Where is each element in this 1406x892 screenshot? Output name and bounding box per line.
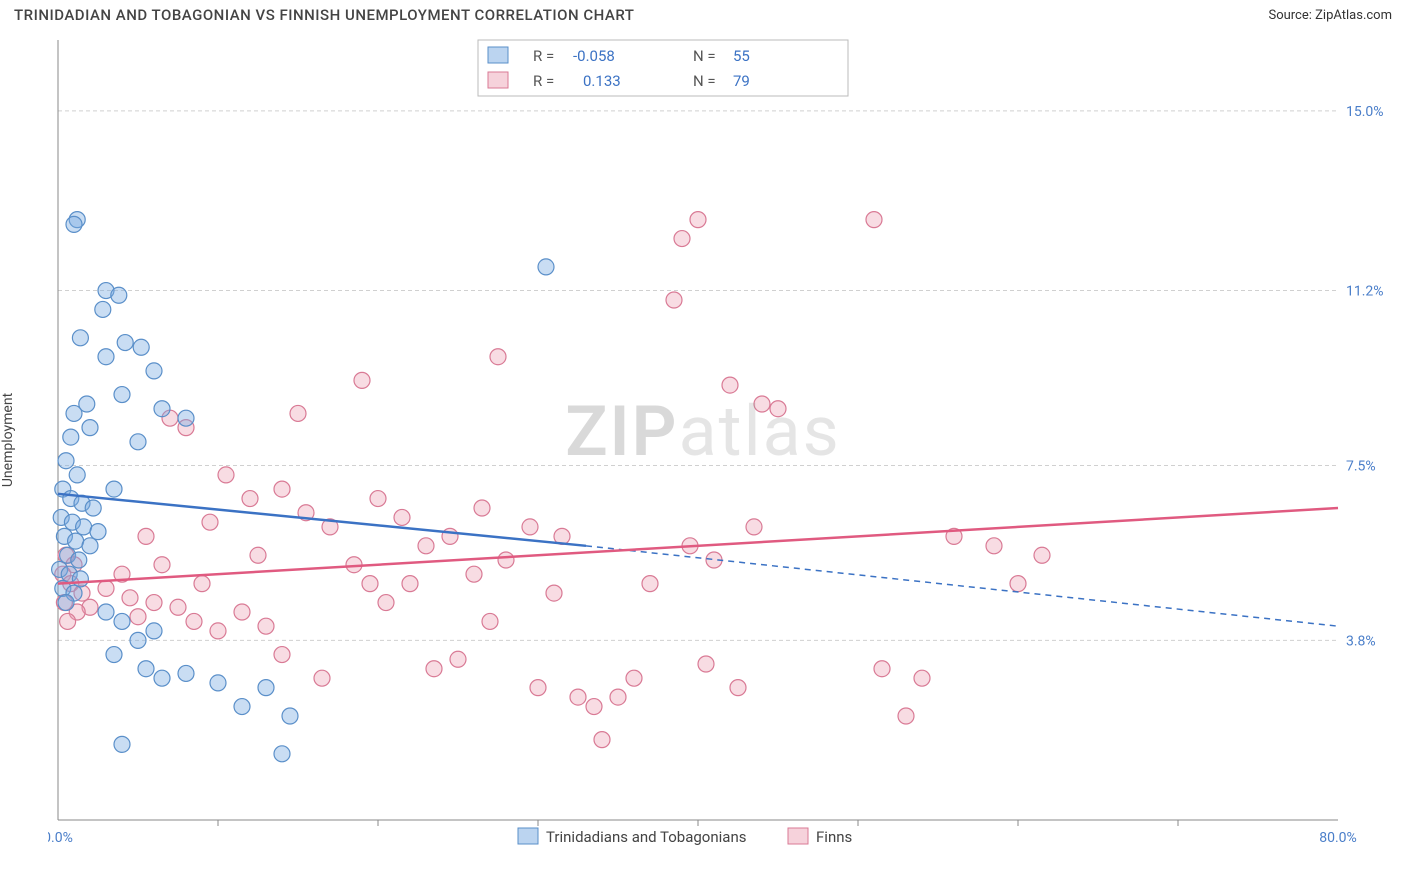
chart-title: TRINIDADIAN AND TOBAGONIAN VS FINNISH UN… — [14, 6, 634, 24]
source-label: Source: ZipAtlas.com — [1268, 8, 1392, 23]
scatter-plot: 3.8% 7.5% 11.2% 15.0% 0.0% 80.0% R = -0.058 N = 5… — [48, 30, 1388, 850]
svg-text:Trinidadians and Tobagonians: Trinidadians and Tobagonians — [546, 828, 746, 846]
chart-header: TRINIDADIAN AND TOBAGONIAN VS FINNISH UN… — [0, 0, 1406, 30]
svg-text:7.5%: 7.5% — [1346, 458, 1376, 474]
svg-text:3.8%: 3.8% — [1346, 633, 1376, 649]
svg-text:R =: R = — [533, 72, 554, 90]
svg-text:11.2%: 11.2% — [1346, 284, 1384, 300]
svg-text:N =: N = — [693, 72, 716, 90]
svg-text:0.0%: 0.0% — [48, 830, 73, 846]
svg-text:-0.058: -0.058 — [573, 47, 615, 65]
y-axis-label: Unemployment — [0, 393, 16, 487]
svg-text:R =: R = — [533, 47, 554, 65]
svg-text:0.133: 0.133 — [583, 72, 621, 90]
svg-text:N =: N = — [693, 47, 716, 65]
svg-text:79: 79 — [733, 72, 750, 90]
svg-text:55: 55 — [733, 47, 750, 65]
chart-container: Unemployment ZIPatlas 3.8%7.5%11.2%15.0%… — [0, 30, 1406, 850]
svg-text:Finns: Finns — [816, 828, 852, 846]
svg-text:15.0%: 15.0% — [1346, 104, 1384, 120]
svg-text:80.0%: 80.0% — [1319, 830, 1357, 846]
